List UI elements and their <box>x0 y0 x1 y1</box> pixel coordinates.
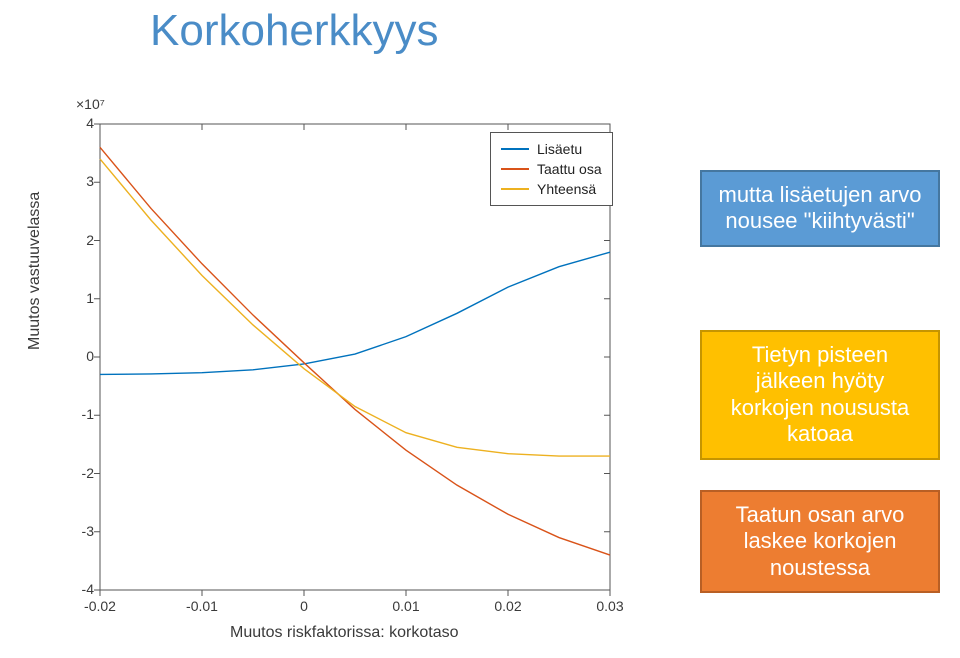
y-tick: 2 <box>68 232 94 248</box>
legend-label: Yhteensä <box>537 181 596 197</box>
x-tick: -0.02 <box>80 598 120 614</box>
x-tick: 0.02 <box>488 598 528 614</box>
y-tick: 1 <box>68 290 94 306</box>
legend-item: Lisäetu <box>501 139 602 159</box>
callout-2: Taatun osan arvo laskee korkojen noustes… <box>700 490 940 593</box>
y-tick: -4 <box>68 581 94 597</box>
legend-swatch <box>501 148 529 150</box>
y-tick: -3 <box>68 523 94 539</box>
x-tick: -0.01 <box>182 598 222 614</box>
legend-swatch <box>501 168 529 170</box>
y-tick: -1 <box>68 406 94 422</box>
page-title: Korkoherkkyys <box>150 6 439 56</box>
y-tick: 0 <box>68 348 94 364</box>
y-exponent: ×10⁷ <box>76 96 105 112</box>
legend-label: Lisäetu <box>537 141 582 157</box>
legend-item: Yhteensä <box>501 179 602 199</box>
callout-0: mutta lisäetujen arvo nousee "kiihtyväst… <box>700 170 940 247</box>
y-tick: 4 <box>68 115 94 131</box>
x-tick: 0.03 <box>590 598 630 614</box>
y-axis-label: Muutos vastuuvelassa <box>26 192 44 350</box>
legend-item: Taattu osa <box>501 159 602 179</box>
x-tick: 0.01 <box>386 598 426 614</box>
legend: Lisäetu Taattu osa Yhteensä <box>490 132 613 206</box>
x-tick: 0 <box>284 598 324 614</box>
chart-container: ×10⁷ Muutos vastuuvelassa Muutos riskfak… <box>30 100 630 640</box>
page-root: Korkoherkkyys mutta lisäetujen arvo nous… <box>0 0 960 658</box>
y-tick: 3 <box>68 173 94 189</box>
y-tick: -2 <box>68 465 94 481</box>
legend-swatch <box>501 188 529 190</box>
x-axis-label: Muutos riskfaktorissa: korkotaso <box>230 624 459 642</box>
callout-1: Tietyn pisteen jälkeen hyöty korkojen no… <box>700 330 940 460</box>
legend-label: Taattu osa <box>537 161 602 177</box>
